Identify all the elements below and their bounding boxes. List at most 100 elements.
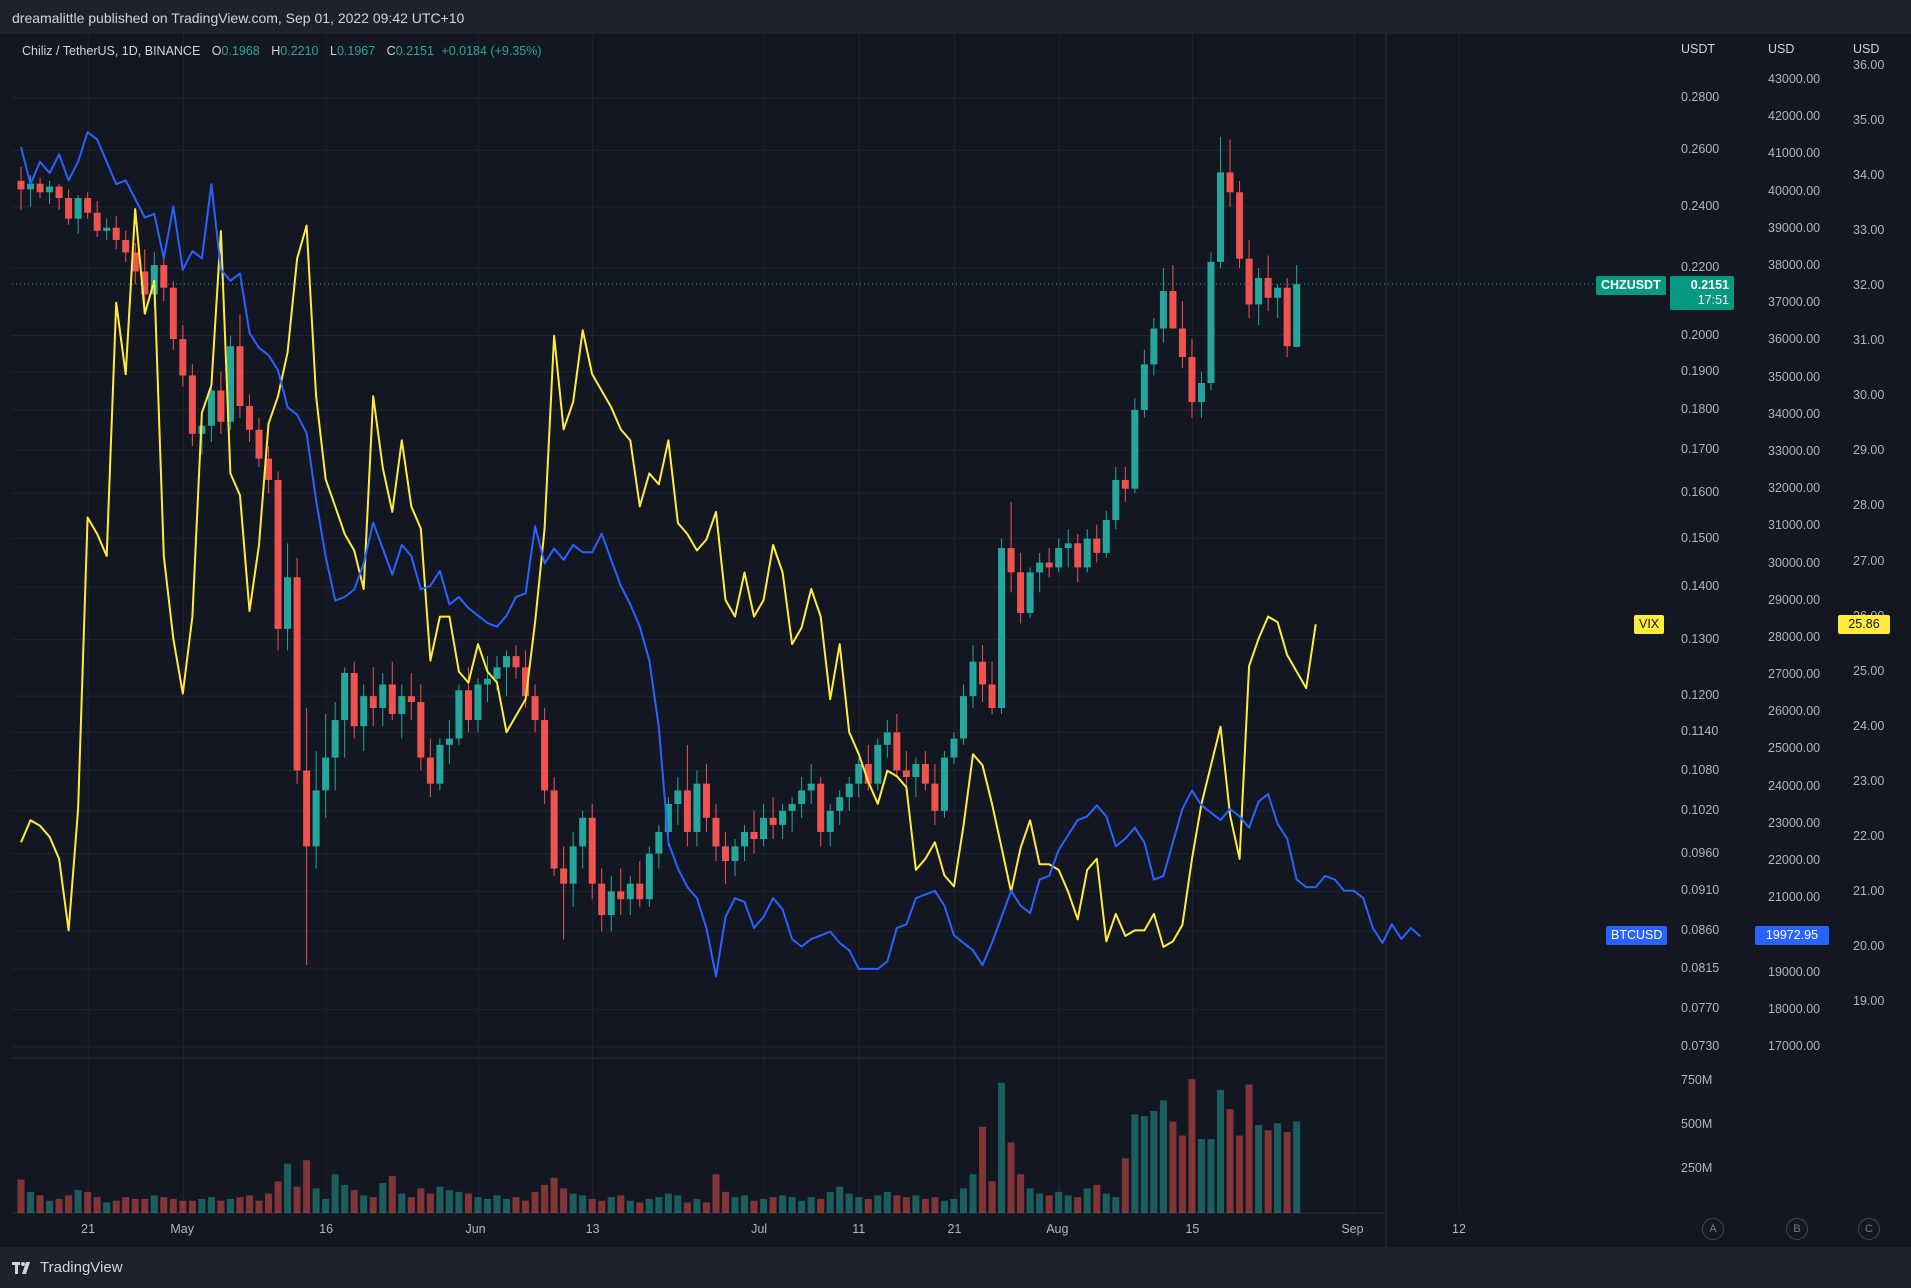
volume-bar xyxy=(893,1195,901,1213)
volume-bar xyxy=(1064,1195,1072,1213)
volume-bar xyxy=(122,1197,130,1213)
candle-body xyxy=(245,405,253,430)
volume-bar xyxy=(712,1174,720,1213)
btc-tick-label: 29000.00 xyxy=(1768,592,1821,607)
candle xyxy=(55,183,63,210)
vix-tick-label: 20.00 xyxy=(1853,938,1885,953)
candle-body xyxy=(1245,258,1253,305)
usdt-unit-label: USDT xyxy=(1681,42,1716,56)
volume-bar xyxy=(1093,1184,1101,1213)
time-tick-label: Aug xyxy=(1046,1222,1069,1236)
candle xyxy=(1274,284,1282,319)
candle xyxy=(369,667,377,727)
btc-tick-label: 17000.00 xyxy=(1768,1039,1821,1053)
volume-bar xyxy=(293,1186,301,1213)
volume-bar xyxy=(674,1195,682,1213)
volume-bar xyxy=(912,1195,920,1213)
candle-body xyxy=(122,239,130,253)
volume-bar xyxy=(150,1195,158,1213)
vix-tick-label: 29.00 xyxy=(1853,443,1885,458)
candle-body xyxy=(312,790,320,847)
chart-area[interactable] xyxy=(12,34,1386,1247)
btc-tick-label: 18000.00 xyxy=(1768,1001,1821,1016)
volume-bar xyxy=(1283,1132,1291,1213)
btc-tick-label: 35000.00 xyxy=(1768,369,1821,384)
volume-bar xyxy=(1055,1191,1063,1213)
candle xyxy=(874,738,882,791)
vix-tick-label: 25.00 xyxy=(1853,663,1885,678)
candle-body xyxy=(826,810,834,832)
candle xyxy=(836,790,844,825)
candle-body xyxy=(779,810,787,825)
candle xyxy=(103,218,111,240)
candle xyxy=(407,672,415,721)
tradingview-brand[interactable]: TradingView xyxy=(12,1259,123,1276)
candle xyxy=(712,803,720,862)
volume-bar xyxy=(27,1191,35,1213)
volume-bar xyxy=(950,1198,958,1213)
candle xyxy=(360,684,368,752)
candle-body xyxy=(931,783,939,811)
candle xyxy=(483,656,491,703)
candle xyxy=(1283,277,1291,358)
candle xyxy=(1236,180,1244,269)
candle-body xyxy=(503,656,511,668)
volume-bar xyxy=(1178,1135,1186,1213)
candle-body xyxy=(702,783,710,818)
scale-a-button[interactable]: A xyxy=(1702,1218,1724,1240)
candle-body xyxy=(598,883,606,916)
candle-body xyxy=(493,667,501,679)
volume-bar xyxy=(531,1191,539,1213)
btc-tick-label: 40000.00 xyxy=(1768,183,1821,198)
volume-bar xyxy=(845,1193,853,1213)
volume-bar xyxy=(217,1200,225,1213)
candle-body xyxy=(46,186,54,193)
vix-tick-label: 35.00 xyxy=(1853,113,1885,127)
candle xyxy=(1169,265,1177,329)
usdt-tick-label: 0.2800 xyxy=(1681,90,1720,104)
scale-b-button[interactable]: B xyxy=(1786,1218,1808,1240)
volume-bar xyxy=(598,1200,606,1213)
scale-c-button[interactable]: C xyxy=(1858,1218,1880,1240)
btc-layer xyxy=(20,131,1422,978)
volume-bar xyxy=(474,1197,482,1213)
time-tick-label: Jun xyxy=(465,1222,486,1236)
volume-bar xyxy=(569,1193,577,1213)
candle xyxy=(303,707,311,965)
candle-body xyxy=(360,696,368,727)
candle-body xyxy=(683,790,691,832)
volume-bar xyxy=(874,1195,882,1213)
candle-body xyxy=(1045,562,1053,568)
candle-body xyxy=(398,696,406,715)
candle-body xyxy=(1102,520,1110,553)
volume-bar xyxy=(769,1197,777,1213)
candle-body xyxy=(112,227,120,240)
volume-bar xyxy=(750,1200,758,1213)
candle xyxy=(550,777,558,877)
volume-bar xyxy=(617,1195,625,1213)
candle-body xyxy=(836,797,844,811)
candle-body xyxy=(588,817,596,884)
volume-bar xyxy=(988,1181,996,1213)
volume-bar xyxy=(883,1191,891,1213)
volume-bar xyxy=(855,1197,863,1213)
candle-body xyxy=(322,757,330,791)
usdt-tick-label: 0.1020 xyxy=(1681,802,1720,817)
btc-line xyxy=(20,131,1422,978)
candle xyxy=(284,543,292,651)
volume-bar xyxy=(1036,1193,1044,1213)
btc-tick-label: 24000.00 xyxy=(1768,778,1821,793)
candle xyxy=(969,645,977,708)
candle xyxy=(474,678,482,733)
candle xyxy=(350,661,358,739)
volume-bar xyxy=(1217,1089,1225,1213)
volume-bar xyxy=(141,1198,149,1213)
btc-tick-label: 26000.00 xyxy=(1768,704,1821,719)
vix-unit-label: USD xyxy=(1853,42,1880,56)
candle-body xyxy=(27,183,35,190)
candle-body xyxy=(474,684,482,721)
candle-body xyxy=(940,757,948,811)
candle-body xyxy=(1264,277,1272,298)
volume-bar xyxy=(36,1195,44,1213)
